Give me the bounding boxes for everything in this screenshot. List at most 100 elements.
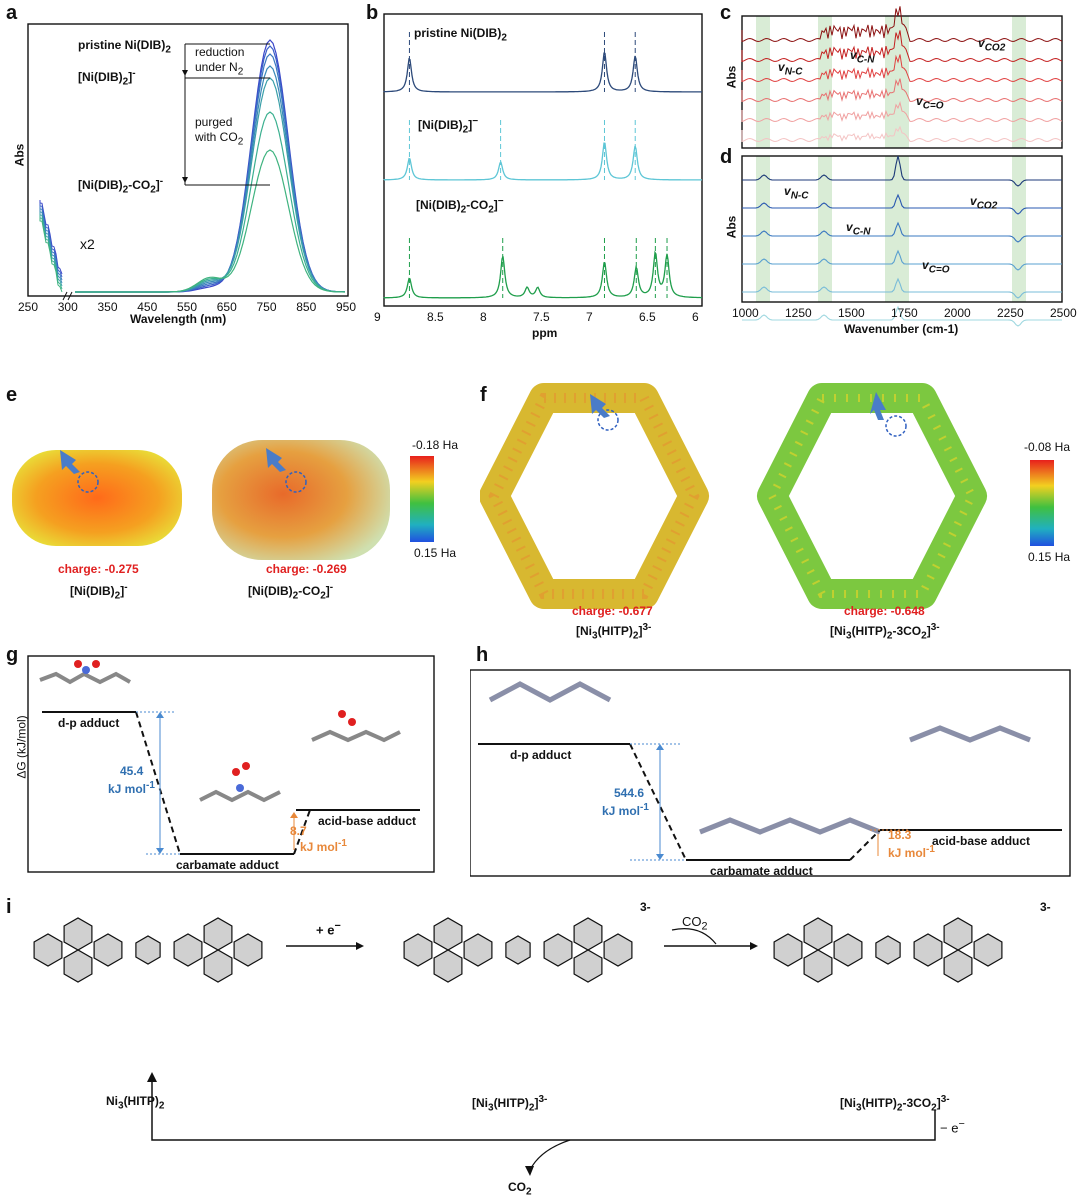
mol1-ring-3: [93, 933, 123, 967]
panel-label-e: e: [6, 384, 18, 406]
text: pristine Ni(DIB): [414, 26, 502, 40]
b-xtick-3: 7.5: [533, 310, 550, 324]
ir-c-spectra: [741, 6, 1063, 143]
h-energy-1: 544.6: [614, 786, 645, 800]
a-xtick-2: 350: [97, 300, 118, 314]
sub: C-N: [852, 226, 871, 238]
label-x2: x2: [80, 236, 95, 252]
a-xtick-3: 450: [137, 300, 158, 314]
co2-released: CO: [508, 1180, 526, 1194]
d-xtick-5: 2250: [997, 306, 1024, 320]
mol3-ring-3: [833, 933, 863, 967]
b-xtick-2: 8: [480, 310, 487, 324]
mol3-ring-5: [943, 917, 973, 951]
label-pristine: pristine Ni(DIB): [78, 38, 166, 52]
ir-c-curve-1: [741, 30, 1063, 63]
g-energy-1-unit: kJ mol: [108, 782, 147, 796]
panel-a-ylabel: Abs: [12, 143, 27, 167]
text: Wavenumber (cm-1): [844, 322, 959, 336]
uv-spectra-curves: [39, 39, 346, 293]
uv-curve-6: [75, 149, 346, 293]
ir-d-curve-5: [742, 305, 1062, 327]
mol3-center: [875, 935, 901, 965]
a-xtick-7: 850: [296, 300, 317, 314]
label-purged: purged: [195, 115, 233, 129]
h-dp-adduct: d-p adduct: [510, 748, 572, 762]
panel-c-ylabel: Abs: [724, 65, 739, 89]
g-energy-2-unit: kJ mol: [300, 840, 339, 854]
mol1-ring-0: [33, 933, 63, 967]
ir-d-nc: v: [784, 184, 791, 198]
ir-d-curve-0: [742, 155, 1062, 187]
panel-h-energy: d-p adduct carbamate adduct acid-base ad…: [470, 640, 1080, 890]
mol2-ring-6: [573, 949, 603, 983]
ir-d-curve-4: [742, 277, 1062, 299]
h-acid-base: acid-base adduct: [932, 834, 1031, 848]
label-co2-nmr: [Ni(DIB)2-CO2]−: [416, 196, 504, 216]
mol3-ring-7: [973, 933, 1003, 967]
text: [Ni(DIB): [418, 118, 463, 132]
mol2-ring-2: [433, 949, 463, 983]
plus-electron: + e: [316, 922, 335, 938]
label-co2-adduct: [Ni(DIB): [78, 178, 123, 192]
mol3-ring-0: [773, 933, 803, 967]
panel-label-h: h: [476, 644, 489, 666]
sub-2: 2: [165, 44, 171, 56]
panel-f-esp-framework: -0.08 Ha 0.15 Ha charge: -0.677 [Ni3(HIT…: [480, 380, 1080, 641]
mol2-ring-7: [603, 933, 633, 967]
mol3-ring-1: [803, 917, 833, 951]
tail: -CO: [466, 198, 489, 212]
b-xtick-0: 9: [374, 310, 381, 324]
sub: N-C: [784, 66, 803, 78]
sub: 2: [122, 76, 129, 88]
ir-d-curve-1: [742, 193, 1062, 215]
nmr-spectrum-2: [383, 250, 702, 299]
mol1-name: Ni: [106, 1094, 118, 1108]
sub: C=O: [922, 100, 944, 112]
ir-d-curve-3: [742, 249, 1062, 271]
b-xtick-5: 6.5: [639, 310, 656, 324]
panel-label-d: d: [720, 146, 733, 168]
panel-label-a: a: [6, 2, 18, 24]
panel-d-ylabel: Abs: [724, 215, 739, 239]
sub: C=O: [928, 264, 950, 276]
panel-a-uv-vis: Abs pristine Ni(DIB)2 [Ni(DIB)2]- [Ni(DI…: [0, 0, 360, 330]
g-dp-adduct: d-p adduct: [58, 716, 120, 730]
ir-d-co: v: [922, 258, 929, 272]
mol1-ring-4: [173, 933, 203, 967]
g-energy-2: 8.7: [290, 824, 307, 838]
charge-f-right: charge: -0.648: [844, 604, 925, 618]
ir-c-curve-3: [741, 78, 1063, 103]
ir-d-co2: v: [970, 194, 977, 208]
panel-g-energy: ΔG (kJ/mol) d-p adduct carbamate adduct …: [0, 640, 470, 890]
g-energy-1: 45.4: [120, 764, 144, 778]
mol2-ring-5: [573, 917, 603, 951]
d-xtick-1: 1250: [785, 306, 812, 320]
d-xtick-4: 2000: [944, 306, 971, 320]
uv-curve-short-6: [39, 218, 63, 293]
name-e-left: [Ni(DIB): [70, 584, 115, 598]
mol2-ring-3: [463, 933, 493, 967]
h-energy-2-unit: kJ mol: [888, 846, 927, 860]
tail: ]: [128, 70, 133, 84]
tail: -CO: [128, 178, 151, 192]
panel-b-xlabel: ppm: [532, 326, 558, 340]
charge-e-right: charge: -0.269: [266, 562, 347, 576]
label-with-co2: with CO: [195, 130, 238, 144]
scale-e-bottom: 0.15 Ha: [414, 546, 457, 560]
scale-e-top: -0.18 Ha: [412, 438, 459, 452]
ir-c-cn: v: [850, 48, 857, 62]
mol1-ring-1: [63, 917, 93, 951]
tail2: ]: [155, 178, 160, 192]
d-xtick-6: 2500: [1050, 306, 1077, 320]
d-xtick-2: 1500: [838, 306, 865, 320]
a-xtick-8: 950: [336, 300, 357, 314]
name-e-right: [Ni(DIB): [248, 584, 293, 598]
b-xtick-4: 7: [586, 310, 593, 324]
ir-c-curve-2: [741, 54, 1063, 83]
ir-c-curve-0: [741, 6, 1063, 43]
label-reduction: reduction: [195, 45, 245, 59]
h-carbamate: carbamate adduct: [710, 864, 813, 878]
a-xtick-0: 250: [18, 300, 39, 314]
minus-electron: − e: [940, 1120, 959, 1136]
